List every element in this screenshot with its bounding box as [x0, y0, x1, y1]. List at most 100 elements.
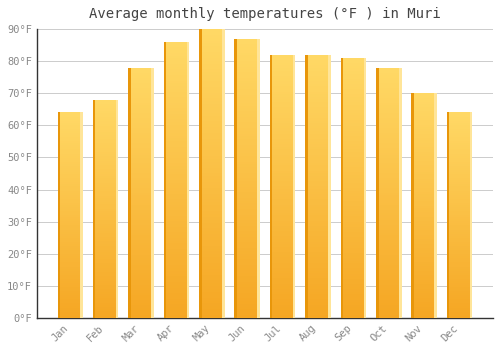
Bar: [376, 258, 402, 260]
Bar: [340, 198, 366, 201]
Bar: [58, 180, 83, 182]
Bar: [447, 256, 472, 258]
Bar: [412, 311, 437, 313]
Bar: [399, 68, 402, 318]
Bar: [270, 105, 295, 107]
Bar: [412, 293, 437, 295]
Bar: [199, 260, 224, 263]
Bar: [164, 114, 189, 117]
Bar: [199, 174, 224, 176]
Bar: [128, 130, 154, 133]
Bar: [340, 196, 366, 198]
Bar: [164, 230, 189, 232]
Bar: [164, 296, 189, 299]
Bar: [199, 251, 224, 254]
Bar: [128, 233, 154, 235]
Bar: [128, 265, 154, 268]
Bar: [128, 220, 154, 223]
Bar: [340, 214, 366, 217]
Bar: [306, 207, 331, 210]
Bar: [58, 190, 83, 192]
Bar: [270, 120, 295, 123]
Bar: [376, 118, 402, 120]
Bar: [222, 29, 224, 318]
Bar: [234, 187, 260, 189]
Bar: [447, 129, 472, 131]
Bar: [128, 103, 154, 105]
Bar: [412, 286, 437, 289]
Bar: [58, 164, 83, 166]
Bar: [234, 64, 260, 66]
Bar: [340, 112, 366, 115]
Bar: [306, 176, 331, 178]
Bar: [164, 117, 189, 119]
Bar: [164, 188, 189, 191]
Bar: [412, 96, 437, 98]
Bar: [376, 245, 402, 248]
Bar: [270, 70, 295, 73]
Bar: [447, 232, 472, 234]
Bar: [376, 93, 402, 95]
Bar: [128, 170, 154, 173]
Bar: [306, 105, 331, 107]
Bar: [376, 313, 402, 315]
Bar: [58, 219, 83, 221]
Bar: [306, 55, 308, 318]
Bar: [376, 303, 402, 305]
Bar: [340, 313, 366, 315]
Bar: [164, 301, 189, 304]
Bar: [376, 88, 402, 90]
Bar: [199, 188, 224, 191]
Bar: [306, 262, 331, 265]
Bar: [164, 161, 189, 163]
Bar: [412, 129, 437, 131]
Bar: [412, 304, 437, 307]
Bar: [270, 297, 295, 300]
Bar: [412, 172, 437, 174]
Bar: [58, 310, 83, 312]
Bar: [128, 300, 154, 303]
Bar: [164, 125, 189, 127]
Bar: [199, 43, 224, 47]
Bar: [376, 253, 402, 255]
Bar: [340, 256, 366, 258]
Bar: [164, 42, 166, 318]
Bar: [199, 93, 224, 96]
Bar: [234, 50, 260, 52]
Bar: [412, 259, 437, 262]
Bar: [199, 110, 224, 113]
Bar: [376, 143, 402, 145]
Bar: [128, 310, 154, 313]
Bar: [270, 210, 295, 212]
Bar: [128, 213, 154, 215]
Bar: [164, 42, 189, 45]
Bar: [340, 261, 366, 263]
Bar: [306, 260, 331, 262]
Bar: [306, 236, 331, 239]
Bar: [199, 280, 224, 283]
Bar: [412, 116, 437, 118]
Bar: [340, 133, 366, 136]
Bar: [93, 121, 118, 124]
Bar: [199, 159, 224, 162]
Bar: [447, 201, 472, 203]
Bar: [340, 310, 366, 313]
Bar: [270, 147, 295, 149]
Bar: [58, 287, 83, 289]
Bar: [270, 178, 295, 181]
Bar: [93, 102, 118, 104]
Bar: [234, 72, 260, 75]
Bar: [164, 144, 189, 147]
Bar: [128, 303, 154, 305]
Bar: [58, 217, 83, 219]
Bar: [376, 75, 402, 78]
Bar: [340, 300, 366, 302]
Bar: [58, 228, 83, 230]
Bar: [164, 299, 189, 301]
Bar: [199, 168, 224, 170]
Bar: [234, 83, 260, 86]
Bar: [376, 155, 402, 158]
Bar: [164, 80, 189, 83]
Bar: [340, 97, 366, 99]
Bar: [270, 220, 295, 223]
